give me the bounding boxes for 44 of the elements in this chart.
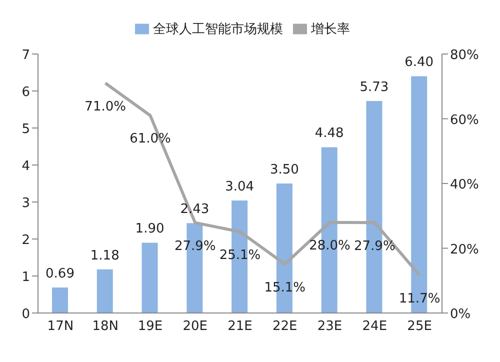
y-tick-label: 6	[22, 85, 30, 100]
x-tick-label: 19E	[138, 319, 163, 334]
data-label: 61.0%	[130, 132, 171, 147]
bar	[96, 269, 113, 313]
data-label: 11.7%	[398, 291, 440, 306]
y-tick-label: 7	[22, 48, 30, 63]
y-tick-label: 1	[22, 270, 30, 285]
legend-label: 增长率	[311, 22, 350, 37]
data-label: 5.73	[360, 80, 389, 95]
y2-tick-label: 80%	[450, 48, 479, 63]
x-tick-label: 23E	[317, 319, 342, 334]
y-tick-label: 2	[22, 233, 30, 248]
data-label: 0.69	[46, 266, 74, 282]
y-tick-label: 4	[22, 159, 30, 174]
x-tick-label: 24E	[362, 319, 388, 334]
y-tick-label: 5	[22, 122, 30, 137]
y2-tick-label: 0%	[450, 307, 471, 322]
y2-tick-label: 20%	[450, 242, 479, 258]
data-label: 3.50	[270, 162, 299, 178]
data-label: 27.9%	[354, 238, 396, 254]
bar	[52, 287, 68, 313]
data-label: 2.43	[180, 202, 210, 218]
legend-label: 全球人工智能市场规模	[153, 22, 283, 37]
x-tick-label: 18N	[92, 319, 118, 334]
x-tick-label: 22E	[272, 319, 298, 334]
data-label: 25.1%	[219, 248, 261, 263]
data-label: 28.0%	[309, 238, 350, 254]
data-label: 1.18	[90, 248, 120, 264]
x-tick-label: 20E	[182, 319, 208, 334]
y2-tick-label: 60%	[450, 112, 479, 128]
x-tick-label: 17N	[47, 319, 74, 334]
data-label: 27.9%	[174, 238, 216, 254]
y-tick-label: 0	[22, 307, 30, 322]
data-label: 3.04	[225, 180, 254, 195]
bar	[142, 242, 158, 313]
y2-tick-label: 40%	[450, 178, 479, 192]
data-label: 1.90	[135, 222, 164, 237]
data-label: 71.0%	[84, 99, 126, 114]
data-label: 15.1%	[264, 280, 306, 296]
x-tick-label: 21E	[228, 319, 252, 334]
data-label: 4.48	[314, 126, 344, 142]
data-label: 6.40	[404, 55, 434, 70]
x-tick-label: 25E	[407, 319, 432, 334]
y-tick-label: 3	[22, 196, 30, 211]
